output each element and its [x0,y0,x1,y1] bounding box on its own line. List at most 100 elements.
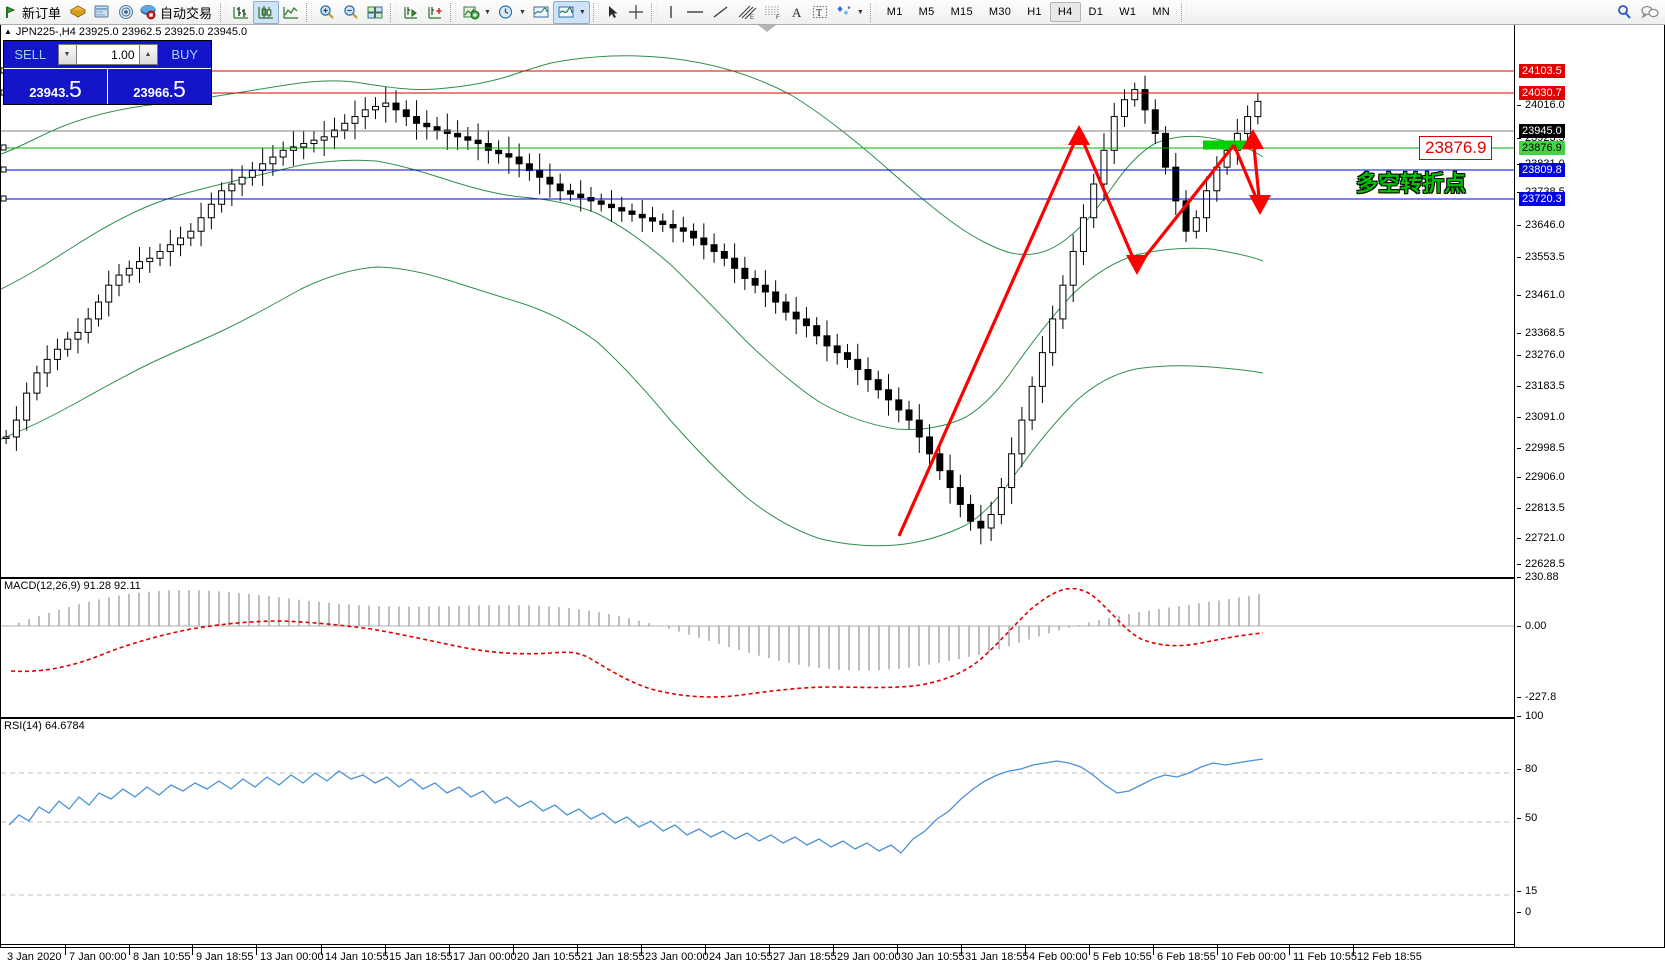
search-button[interactable] [1613,1,1637,24]
main-toolbar: 新订单 [0,0,1665,25]
toolbar-separator [220,2,227,22]
sell-button[interactable]: SELL [14,47,47,62]
indicator-axis-tick [1517,577,1521,578]
indicator-axis-tick [1517,891,1521,892]
price-axis-labels[interactable]: 24016.023923.523831.023738.523646.023553… [1517,25,1665,948]
autotrading-label: 自动交易 [160,5,213,21]
indicators-button[interactable]: ▼ [459,1,494,24]
indicator-axis-label: 100 [1525,710,1544,722]
price-axis-tick [1517,257,1521,258]
support-line-1-tag[interactable]: 23809.8 [1519,163,1565,177]
toolbar-separator [869,2,876,22]
line-chart-icon [282,4,300,20]
time-axis-label: 29 Jan 00:00 [837,951,901,963]
toolbar-separator [306,2,313,22]
time-axis-line [1,944,1514,945]
timeframe-d1[interactable]: D1 [1088,6,1104,18]
market-watch-button[interactable] [114,1,138,24]
target-line-tag[interactable]: 23876.9 [1519,141,1565,155]
horizontal-line-button[interactable] [682,1,708,24]
window-restore-handle[interactable] [758,25,776,32]
collapse-triangle-icon[interactable]: ▲ [4,27,12,36]
candlestick-chart-button[interactable] [253,0,280,24]
chart-shift-button[interactable] [423,1,447,24]
text-button[interactable]: A [786,1,808,24]
templates-icon [532,4,550,20]
trendline-button[interactable] [708,1,734,24]
time-axis-separator [641,945,642,955]
price-chart-canvas[interactable] [1,39,1514,555]
chevron-down-icon[interactable]: ▼ [856,8,864,16]
volume-increase-button[interactable]: ▲ [138,44,158,65]
volume-decrease-button[interactable]: ▼ [57,44,77,65]
price-axis-label: 22906.0 [1525,471,1565,483]
metaeditor-button[interactable] [66,1,90,24]
octp-controls-row: SELL ▼ 1.00 ▲ BUY [4,41,211,68]
equidistant-channel-button[interactable]: E [734,1,760,24]
zoom-out-button[interactable] [339,1,363,24]
buy-button[interactable]: BUY [171,47,199,62]
line-chart-button[interactable] [279,1,303,24]
timeframe-mn[interactable]: MN [1152,6,1171,18]
timeframe-m1[interactable]: M1 [886,6,903,18]
one-click-trading-panel[interactable]: SELL ▼ 1.00 ▲ BUY 23943 . 5 23966 . 5 [3,40,212,105]
macd-histogram [18,590,1260,671]
vertical-line-button[interactable] [660,1,682,24]
tile-windows-button[interactable] [363,1,387,24]
time-axis-separator [1289,945,1290,955]
resistance-line-1-tag[interactable]: 24103.5 [1519,64,1565,78]
toolbar-separator [450,2,457,22]
timeframe-w1[interactable]: W1 [1119,6,1137,18]
templates-button[interactable] [529,1,553,24]
auto-scroll-button[interactable] [399,1,423,24]
periods-button[interactable]: ▼ [494,1,529,24]
price-axis-tick [1517,538,1521,539]
bar-chart-button[interactable] [229,1,253,24]
templates-dropdown-button[interactable]: ▼ [552,0,590,24]
time-axis-label: 12 Feb 18:55 [1357,951,1422,963]
chevron-down-icon[interactable]: ▼ [484,8,491,16]
timeframe-m30[interactable]: M30 [988,6,1012,18]
sell-price[interactable]: 23943 . 5 [4,69,108,104]
support-line-2-tag[interactable]: 23720.3 [1519,192,1565,206]
time-axis-label: 27 Jan 18:55 [773,951,837,963]
tile-windows-icon [366,4,384,20]
indicator-axis-tick [1517,716,1521,717]
toolbar-separator [592,2,599,22]
zoom-in-button[interactable] [315,1,339,24]
shapes-button[interactable]: ▼ [832,1,867,24]
chevron-down-icon[interactable]: ▼ [578,8,586,16]
autotrading-button[interactable]: 自动交易 [138,1,217,24]
rsi-chart-canvas[interactable] [1,719,1514,945]
chevron-down-icon[interactable]: ▼ [518,8,526,16]
indicator-axis-tick [1517,626,1521,627]
resistance-line-2-tag[interactable]: 24030.7 [1519,86,1565,100]
timeframe-m5[interactable]: M5 [918,6,935,18]
price-axis-tick [1517,508,1521,509]
fibonacci-button[interactable]: F [760,1,786,24]
chat-button[interactable] [1637,1,1663,24]
price-callout[interactable]: 23876.9 [1419,136,1493,160]
price-axis-label: 23646.0 [1525,219,1565,231]
new-order-button[interactable]: 新订单 [2,1,66,24]
chart-window[interactable]: ▲ JPN225-,H4 23925.0 23962.5 23925.0 239… [0,25,1665,963]
navigator-button[interactable] [90,1,114,24]
time-axis-label: 24 Jan 10:55 [709,951,773,963]
zoom-in-icon [318,4,336,20]
rsi-pane-label: RSI(14) 64.6784 [4,720,85,732]
indicator-axis-label: 0 [1525,906,1532,918]
timeframe-h1[interactable]: H1 [1027,6,1042,18]
crosshair-button[interactable] [624,1,648,24]
volume-input[interactable]: 1.00 [76,44,139,65]
price-axis-tick [1517,355,1521,356]
buy-price-integer: 23966 [133,85,170,100]
time-axis-label: 11 Feb 10:55 [1293,951,1358,963]
current-price-tag[interactable]: 23945.0 [1519,124,1565,138]
timeframe-h4[interactable]: H4 [1049,2,1081,22]
timeframe-m15[interactable]: M15 [950,6,973,18]
volume-stepper[interactable]: ▼ 1.00 ▲ [57,43,158,66]
macd-chart-canvas[interactable] [1,579,1514,724]
buy-price[interactable]: 23966 . 5 [108,69,211,104]
text-label-button[interactable]: T [808,1,832,24]
cursor-button[interactable] [602,1,624,24]
